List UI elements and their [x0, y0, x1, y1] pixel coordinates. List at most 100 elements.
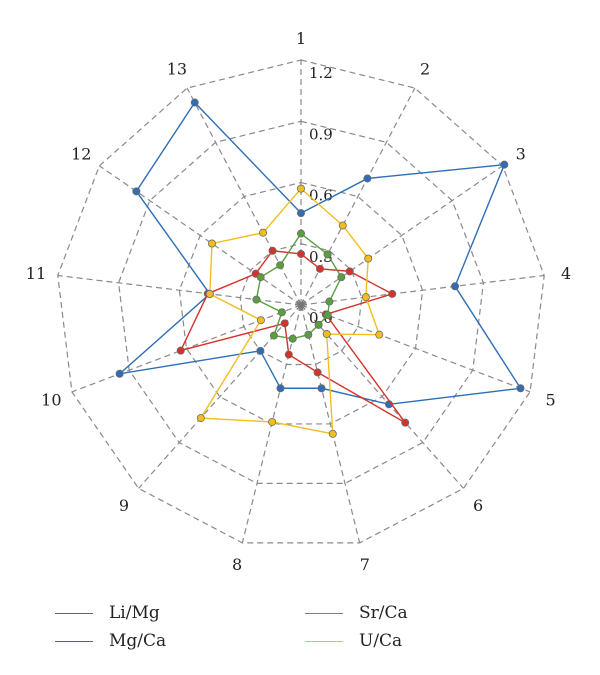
- data-point-mg-ca: [315, 264, 324, 273]
- legend-label-mg-ca: Mg/Ca: [109, 631, 167, 651]
- series-line-li-mg: [117, 101, 522, 406]
- center-marker: [295, 299, 307, 311]
- grid-ring: [178, 181, 424, 425]
- category-label: 12: [71, 144, 91, 163]
- data-point-sr-ca: [256, 273, 265, 282]
- data-point-u-ca: [207, 239, 216, 248]
- data-point-sr-ca: [277, 308, 286, 317]
- data-point-u-ca: [205, 289, 214, 298]
- data-point-u-ca: [364, 254, 373, 263]
- data-point-sr-ca: [288, 334, 297, 343]
- grid-ring: [57, 59, 545, 544]
- grid-spoke: [57, 274, 302, 306]
- data-point-li-mg: [451, 282, 460, 291]
- grid-spoke: [138, 304, 302, 489]
- data-point-u-ca: [268, 417, 277, 426]
- tick-label: 0.9: [309, 125, 333, 143]
- category-label: 13: [167, 60, 187, 79]
- tick-label: 1.2: [309, 64, 333, 82]
- series-line-u-ca: [199, 187, 381, 435]
- data-point-sr-ca: [337, 273, 346, 282]
- grid-ring: [117, 120, 485, 485]
- grid-spoke: [300, 304, 531, 393]
- tick-label: 0.6: [309, 187, 333, 205]
- data-point-u-ca: [338, 221, 347, 230]
- data-point-mg-ca: [268, 246, 277, 255]
- data-point-li-mg: [256, 346, 265, 355]
- data-point-li-mg: [296, 209, 305, 218]
- grid-spoke: [186, 87, 302, 306]
- category-label: 6: [473, 496, 483, 515]
- category-label: 7: [360, 555, 370, 574]
- data-point-sr-ca: [314, 320, 323, 329]
- data-point-u-ca: [328, 429, 337, 438]
- data-point-li-mg: [363, 174, 372, 183]
- data-point-u-ca: [256, 316, 265, 325]
- data-point-mg-ca: [296, 249, 305, 258]
- data-point-li-mg: [132, 187, 141, 196]
- category-label: 9: [119, 496, 129, 515]
- legend-swatch-mg-ca: [55, 640, 93, 642]
- series-sr-ca: [252, 229, 346, 343]
- data-point-mg-ca: [280, 319, 289, 328]
- series-line-mg-ca: [179, 250, 406, 424]
- category-label: 1: [296, 29, 306, 48]
- category-label: 3: [516, 144, 526, 163]
- center-marker-ray: [295, 302, 307, 308]
- data-point-u-ca: [375, 330, 384, 339]
- legend-label-u-ca: U/Ca: [359, 631, 403, 651]
- legend-label-li-mg: Li/Mg: [109, 603, 160, 623]
- data-point-sr-ca: [252, 295, 261, 304]
- data-point-mg-ca: [388, 289, 397, 298]
- data-point-sr-ca: [269, 331, 278, 340]
- legend-swatch-sr-ca: [305, 612, 343, 614]
- data-point-li-mg: [516, 384, 525, 393]
- grid-spoke: [300, 274, 545, 306]
- category-label: 11: [26, 264, 46, 283]
- data-point-sr-ca: [325, 297, 334, 306]
- data-point-mg-ca: [284, 350, 293, 359]
- series-mg-ca: [176, 246, 410, 427]
- data-point-u-ca: [361, 293, 370, 302]
- data-point-u-ca: [259, 228, 268, 237]
- data-point-mg-ca: [345, 267, 354, 276]
- data-point-u-ca: [322, 330, 331, 339]
- legend-swatch-u-ca: [305, 640, 343, 642]
- category-label: 10: [41, 391, 61, 410]
- data-point-li-mg: [276, 384, 285, 393]
- legend-item-u-ca: U/Ca: [305, 631, 402, 651]
- grid-spoke: [300, 165, 503, 306]
- data-point-sr-ca: [323, 311, 332, 320]
- data-point-mg-ca: [176, 346, 185, 355]
- grid-spoke: [300, 304, 361, 544]
- legend-label-sr-ca: Sr/Ca: [359, 603, 408, 623]
- data-point-li-mg: [115, 369, 124, 378]
- data-point-sr-ca: [304, 330, 313, 339]
- category-label: 8: [232, 555, 242, 574]
- category-label: 2: [420, 60, 430, 79]
- data-point-mg-ca: [313, 368, 322, 377]
- data-point-u-ca: [196, 414, 205, 423]
- data-point-li-mg: [317, 384, 326, 393]
- data-point-sr-ca: [296, 229, 305, 238]
- legend-item-mg-ca: Mg/Ca: [55, 631, 166, 651]
- legend: Li/Mg Sr/Ca Mg/Ca U/Ca: [0, 595, 600, 665]
- legend-swatch-li-mg: [55, 612, 93, 614]
- data-point-sr-ca: [276, 261, 285, 270]
- series-u-ca: [196, 184, 384, 438]
- data-point-sr-ca: [323, 250, 332, 259]
- series-layer: [115, 98, 525, 438]
- category-label: 4: [561, 264, 571, 283]
- category-label: 5: [546, 391, 556, 410]
- data-point-li-mg: [190, 98, 199, 107]
- legend-item-sr-ca: Sr/Ca: [305, 603, 408, 623]
- data-point-mg-ca: [401, 418, 410, 427]
- grid-ring: [239, 243, 363, 366]
- legend-item-li-mg: Li/Mg: [55, 603, 160, 623]
- data-point-li-mg: [500, 160, 509, 169]
- grid-spoke: [99, 165, 302, 306]
- data-point-u-ca: [296, 184, 305, 193]
- radial-tick-labels: 0.00.30.60.91.2: [309, 64, 333, 327]
